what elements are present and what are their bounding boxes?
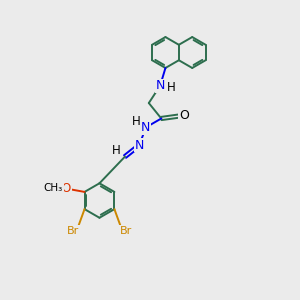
Text: N: N	[141, 121, 151, 134]
Text: N: N	[155, 79, 165, 92]
Text: H: H	[167, 81, 176, 94]
Text: O: O	[179, 109, 189, 122]
Text: Br: Br	[120, 226, 132, 236]
Text: H: H	[132, 115, 140, 128]
Text: H: H	[112, 143, 121, 157]
Text: O: O	[62, 182, 71, 195]
Text: Br: Br	[67, 226, 80, 236]
Text: CH₃: CH₃	[44, 183, 63, 193]
Text: N: N	[135, 139, 144, 152]
